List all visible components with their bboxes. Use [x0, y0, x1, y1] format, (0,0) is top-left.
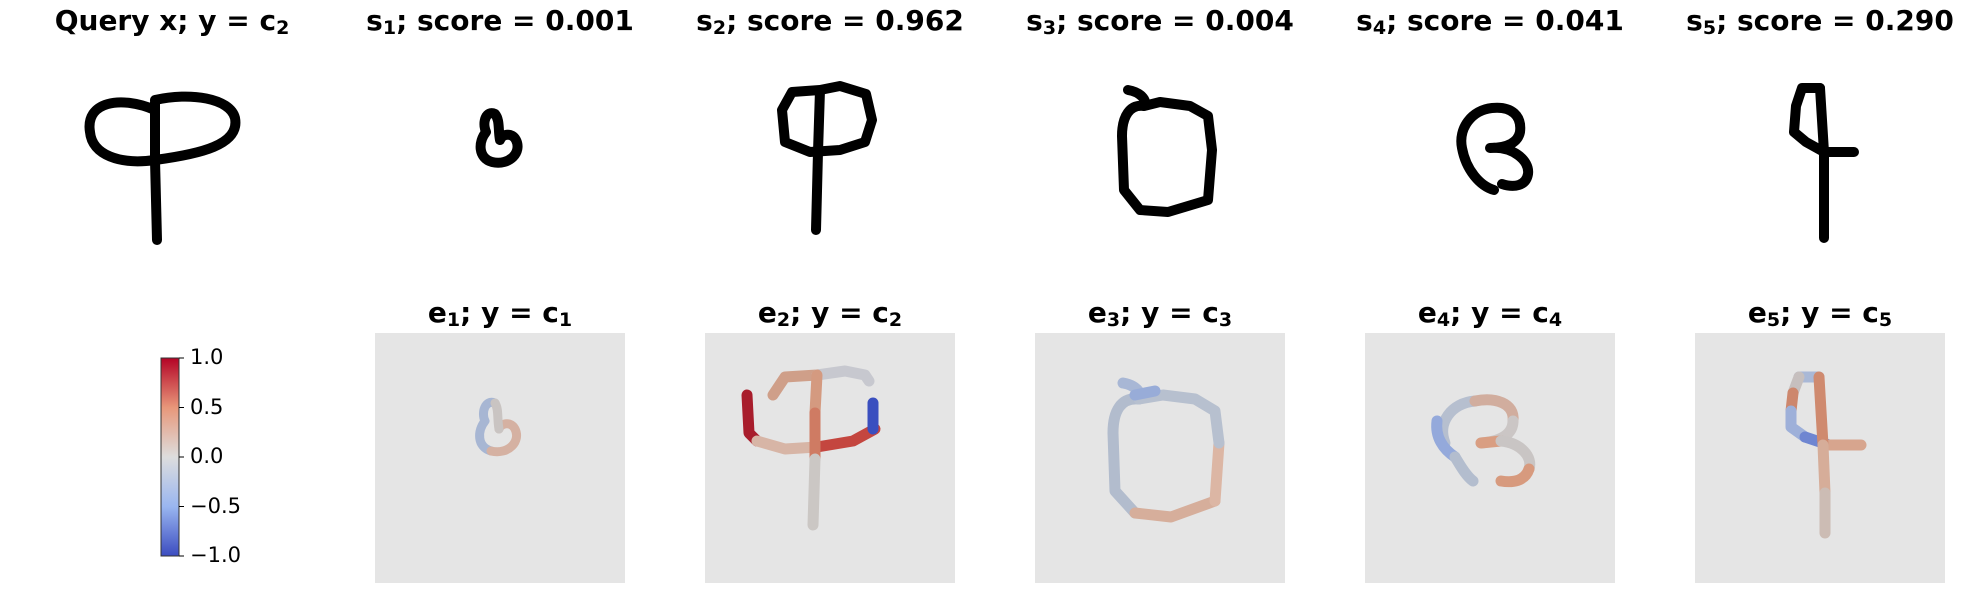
s3-glyph-image [1117, 85, 1217, 217]
title-s2: s2; score = 0.962 [696, 4, 964, 39]
e4-explanation-map [1365, 333, 1615, 583]
title-query: Query x; y = c2 [54, 4, 290, 39]
title-e5: e5; y = c5 [1747, 296, 1893, 331]
colorbar [160, 357, 184, 557]
colorbar-tick-2: 0.5 [190, 395, 224, 419]
colorbar-tick-1: 1.0 [190, 345, 224, 369]
colorbar-tick-4: −0.5 [190, 494, 241, 518]
s4-glyph-image [1456, 102, 1534, 195]
title-e4: e4; y = c4 [1417, 296, 1563, 331]
colorbar-tick-5: −1.0 [190, 543, 241, 567]
e1-explanation-map [375, 333, 625, 583]
title-e1: e1; y = c1 [427, 296, 573, 331]
e3-explanation-map [1035, 333, 1285, 583]
title-s3: s3; score = 0.004 [1026, 4, 1294, 39]
e5-explanation-map [1695, 333, 1945, 583]
s5-glyph-image [1789, 83, 1859, 243]
query-glyph-image [84, 91, 241, 245]
title-e3: e3; y = c3 [1087, 296, 1233, 331]
s2-glyph-image [777, 81, 877, 235]
title-e2: e2; y = c2 [757, 296, 903, 331]
e2-explanation-map [705, 333, 955, 583]
colorbar-tick-3: 0.0 [190, 444, 224, 468]
title-s5: s5; score = 0.290 [1686, 4, 1954, 39]
s1-glyph-image [475, 108, 523, 168]
title-s1: s1; score = 0.001 [366, 4, 634, 39]
title-s4: s4; score = 0.041 [1356, 4, 1624, 39]
